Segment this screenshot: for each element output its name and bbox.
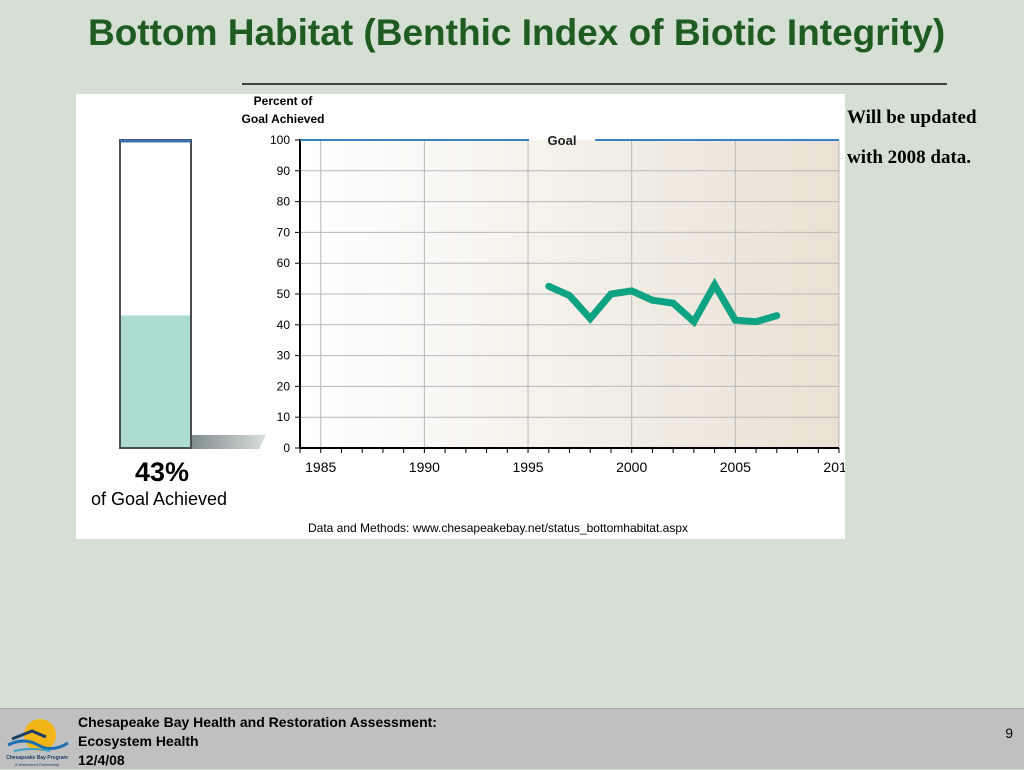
y-tick-label-50: 50 (277, 287, 291, 301)
update-note: Will be updated with 2008 data. (847, 107, 977, 168)
x-tick-label-2005: 2005 (720, 459, 751, 475)
y-axis-label-line2: Goal Achieved (242, 112, 325, 126)
source-note: Data and Methods: www.chesapeakebay.net/… (308, 521, 688, 535)
y-tick-label-100: 100 (270, 133, 290, 147)
footer-text: Chesapeake Bay Health and Restoration As… (78, 713, 598, 770)
data-point-2005 (734, 319, 736, 321)
data-point-1997 (569, 295, 570, 297)
y-tick-label-30: 30 (277, 349, 291, 363)
y-tick-label-20: 20 (277, 379, 291, 393)
data-point-2003 (693, 321, 695, 323)
data-point-1999 (610, 293, 612, 295)
y-tick-label-60: 60 (277, 256, 291, 270)
x-tick-label-1990: 1990 (409, 459, 440, 475)
svg-text:A Watershed Partnership: A Watershed Partnership (14, 762, 60, 767)
chart-figure: 43% of Goal Achieved Percent of Goal Ach… (76, 94, 845, 539)
y-tick-label-10: 10 (277, 410, 291, 424)
footer: Chesapeake Bay Program A Watershed Partn… (0, 708, 1024, 769)
chesapeake-bay-program-logo: Chesapeake Bay Program A Watershed Partn… (6, 719, 69, 767)
y-tick-label-0: 0 (283, 441, 290, 455)
chart-svg: 43% of Goal Achieved Percent of Goal Ach… (91, 94, 845, 535)
footer-line-3: 12/4/08 (78, 752, 125, 768)
data-point-2007 (776, 315, 778, 317)
data-point-2004 (714, 284, 716, 286)
goal-label: Goal (548, 133, 577, 148)
data-point-1998 (589, 318, 591, 320)
y-axis-label-line1: Percent of (254, 94, 314, 108)
slide-title: Bottom Habitat (Benthic Index of Biotic … (88, 12, 946, 53)
y-tick-label-80: 80 (277, 195, 291, 209)
x-tick-label-2010: 2010 (823, 459, 845, 475)
data-point-2002 (672, 302, 674, 304)
data-point-2000 (631, 290, 633, 292)
gauge-shadow (191, 435, 266, 449)
footer-line-2: Ecosystem Health (78, 733, 199, 749)
data-point-2006 (755, 321, 757, 323)
data-point-2001 (651, 299, 653, 301)
svg-text:Chesapeake Bay Program: Chesapeake Bay Program (6, 755, 68, 761)
x-tick-label-1995: 1995 (512, 459, 543, 475)
gauge-caption: of Goal Achieved (91, 489, 227, 509)
series-line-0 (545, 277, 781, 328)
footer-line-1: Chesapeake Bay Health and Restoration As… (78, 714, 437, 730)
x-tick-label-2000: 2000 (616, 459, 647, 475)
title-divider (242, 83, 947, 85)
y-tick-label-40: 40 (277, 318, 291, 332)
gauge-fill (121, 315, 190, 447)
gauge-percent: 43% (135, 457, 189, 487)
data-point-1996 (548, 285, 550, 287)
y-tick-label-90: 90 (277, 164, 291, 178)
x-tick-label-1985: 1985 (305, 459, 336, 475)
page-number: 9 (1005, 725, 1013, 741)
y-tick-label-70: 70 (277, 225, 291, 239)
